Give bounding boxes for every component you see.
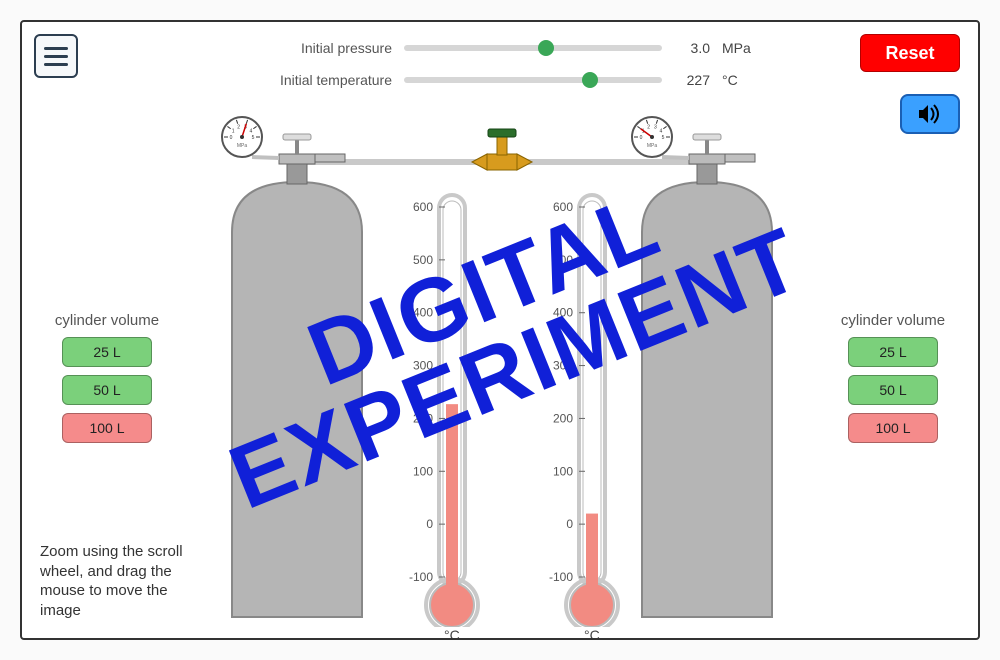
temperature-thumb[interactable]: [582, 72, 598, 88]
right-volume-panel: cylinder volume 25 L 50 L 100 L: [828, 312, 958, 451]
svg-text:5: 5: [252, 135, 255, 141]
pressure-label: Initial pressure: [242, 40, 392, 56]
sound-button[interactable]: [900, 94, 960, 134]
right-volume-option-2[interactable]: 100 L: [848, 413, 938, 443]
svg-text:100: 100: [413, 464, 433, 478]
left-volume-panel: cylinder volume 25 L 50 L 100 L: [42, 312, 172, 451]
right-volume-options: 25 L 50 L 100 L: [828, 337, 958, 443]
left-volume-option-1[interactable]: 50 L: [62, 375, 152, 405]
sliders-panel: Initial pressure 3.0 MPa Initial tempera…: [242, 34, 762, 98]
svg-text:500: 500: [413, 253, 433, 267]
left-volume-option-2[interactable]: 100 L: [62, 413, 152, 443]
reset-button[interactable]: Reset: [860, 34, 960, 72]
svg-text:500: 500: [553, 253, 573, 267]
pressure-value: 3.0: [674, 40, 710, 56]
svg-text:-100: -100: [409, 570, 433, 584]
right-volume-option-1[interactable]: 50 L: [848, 375, 938, 405]
left-volume-options: 25 L 50 L 100 L: [42, 337, 172, 443]
temperature-unit: °C: [722, 72, 762, 88]
svg-text:200: 200: [413, 411, 433, 425]
left-cylinder[interactable]: 012345MPa: [222, 117, 362, 617]
temperature-label: Initial temperature: [242, 72, 392, 88]
left-thermo-unit: °C: [444, 627, 460, 640]
svg-text:2: 2: [237, 125, 240, 131]
temperature-slider[interactable]: [404, 77, 662, 83]
right-volume-title: cylinder volume: [828, 312, 958, 329]
apparatus-diagram: 012345MPa 012345MPa 6005004003002001000-…: [192, 107, 812, 627]
svg-text:0: 0: [426, 517, 433, 531]
svg-text:0: 0: [566, 517, 573, 531]
pressure-slider[interactable]: [404, 45, 662, 51]
right-thermometer: 600 500 400 300 200 100 0 -100: [549, 195, 618, 627]
pressure-unit: MPa: [722, 40, 762, 56]
svg-text:600: 600: [413, 200, 433, 214]
svg-text:300: 300: [553, 359, 573, 373]
svg-text:300: 300: [413, 359, 433, 373]
svg-text:3: 3: [654, 125, 657, 131]
stage: Initial pressure 3.0 MPa Initial tempera…: [20, 20, 980, 640]
svg-text:5: 5: [662, 135, 665, 141]
speaker-icon: [917, 103, 943, 125]
svg-text:4: 4: [660, 129, 663, 135]
svg-text:600: 600: [553, 200, 573, 214]
pressure-thumb[interactable]: [538, 40, 554, 56]
left-volume-option-0[interactable]: 25 L: [62, 337, 152, 367]
pressure-slider-row: Initial pressure 3.0 MPa: [242, 34, 762, 62]
central-valve[interactable]: [472, 129, 532, 170]
svg-text:100: 100: [553, 464, 573, 478]
svg-text:MPa: MPa: [237, 143, 248, 149]
temperature-value: 227: [674, 72, 710, 88]
left-volume-title: cylinder volume: [42, 312, 172, 329]
menu-button[interactable]: [34, 34, 78, 78]
svg-text:0: 0: [230, 135, 233, 141]
svg-text:200: 200: [553, 411, 573, 425]
svg-text:1: 1: [232, 129, 235, 135]
svg-text:-100: -100: [549, 570, 573, 584]
temperature-slider-row: Initial temperature 227 °C: [242, 66, 762, 94]
svg-text:0: 0: [640, 135, 643, 141]
right-thermo-unit: °C: [584, 627, 600, 640]
svg-text:400: 400: [553, 306, 573, 320]
right-cylinder[interactable]: 012345MPa: [632, 117, 772, 617]
svg-text:MPa: MPa: [647, 143, 658, 149]
left-thermometer: 600 500 400 300 200 100 0 -100: [409, 195, 478, 627]
help-text: Zoom using the scroll wheel, and drag th…: [40, 542, 200, 620]
svg-text:400: 400: [413, 306, 433, 320]
svg-text:4: 4: [250, 129, 253, 135]
right-volume-option-0[interactable]: 25 L: [848, 337, 938, 367]
svg-text:2: 2: [647, 125, 650, 131]
